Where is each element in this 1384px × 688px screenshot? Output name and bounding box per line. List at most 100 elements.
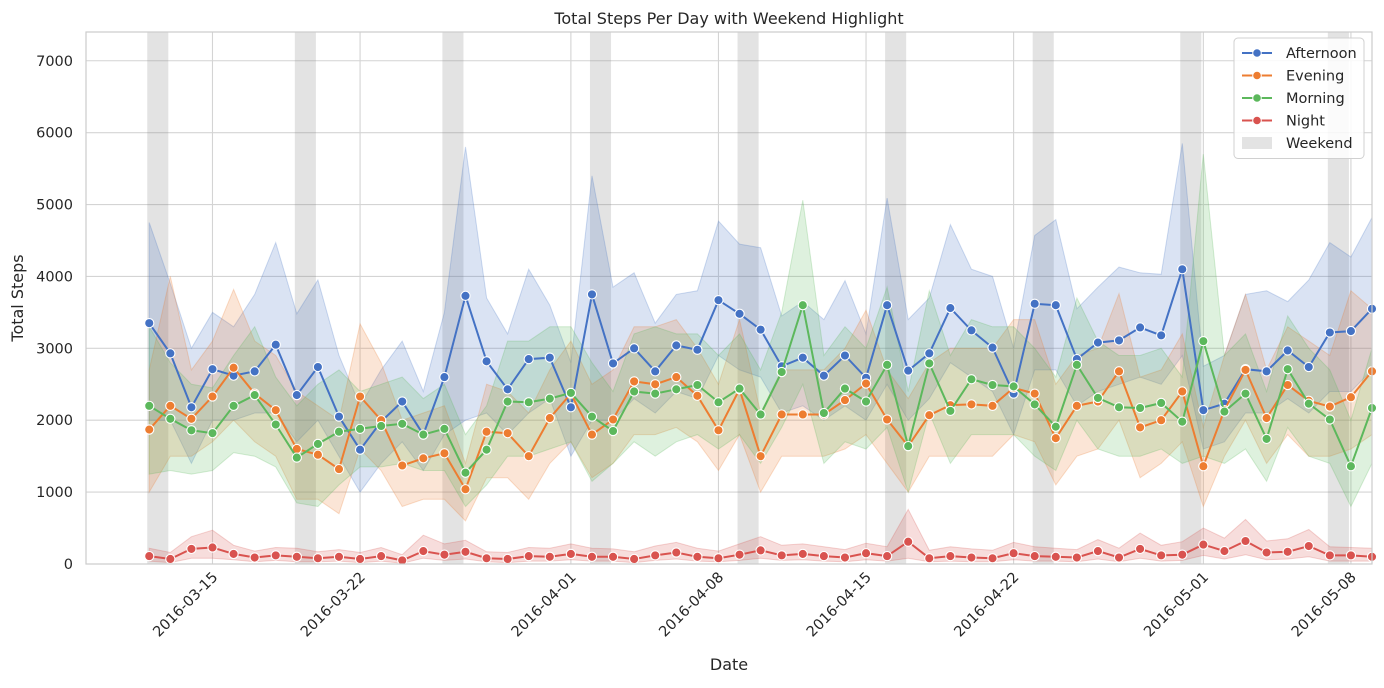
data-point-night bbox=[713, 553, 724, 564]
data-point-afternoon bbox=[1050, 300, 1061, 311]
data-point-night bbox=[144, 550, 155, 562]
weekend-span bbox=[1180, 32, 1202, 564]
data-point-night bbox=[354, 553, 366, 565]
data-point-morning bbox=[755, 409, 766, 420]
data-point-night bbox=[502, 553, 513, 565]
data-point-night bbox=[165, 553, 176, 565]
data-point-afternoon bbox=[734, 308, 745, 319]
data-point-evening bbox=[544, 412, 555, 424]
data-point-afternoon bbox=[1177, 264, 1188, 275]
data-point-afternoon bbox=[144, 318, 155, 329]
legend-box bbox=[1233, 37, 1365, 159]
data-point-afternoon bbox=[713, 295, 724, 306]
data-point-night bbox=[186, 543, 197, 555]
data-point-evening bbox=[1134, 422, 1146, 433]
data-point-evening bbox=[523, 451, 534, 462]
data-point-morning bbox=[1029, 399, 1040, 410]
data-point-morning bbox=[333, 426, 345, 437]
data-point-morning bbox=[270, 419, 281, 430]
data-point-morning bbox=[671, 384, 682, 395]
data-point-night bbox=[565, 548, 577, 560]
y-tick-label: 4000 bbox=[36, 269, 73, 285]
data-point-evening bbox=[797, 409, 808, 420]
line-layer bbox=[144, 264, 1378, 566]
data-point-afternoon bbox=[312, 361, 324, 373]
data-point-morning bbox=[692, 379, 703, 391]
data-point-afternoon bbox=[439, 371, 450, 383]
data-point-night bbox=[839, 552, 851, 563]
legend: Afternoon Evening Morning Night Weekend bbox=[1233, 37, 1365, 159]
data-point-morning bbox=[628, 386, 640, 397]
data-point-afternoon bbox=[397, 396, 408, 407]
data-point-afternoon bbox=[186, 402, 197, 413]
data-point-night bbox=[1092, 545, 1104, 557]
data-point-evening bbox=[692, 390, 703, 401]
data-point-night bbox=[734, 549, 745, 560]
legend-label: Weekend bbox=[1286, 136, 1353, 152]
data-point-afternoon bbox=[839, 350, 851, 361]
data-point-afternoon bbox=[881, 300, 893, 311]
data-point-night bbox=[1219, 545, 1230, 557]
data-point-morning bbox=[1261, 433, 1272, 445]
legend-marker bbox=[1252, 93, 1262, 103]
data-point-night bbox=[397, 555, 408, 566]
data-point-night bbox=[523, 550, 534, 562]
y-tick-label: 5000 bbox=[36, 198, 73, 214]
data-point-evening bbox=[418, 453, 429, 464]
data-point-evening bbox=[1324, 401, 1335, 412]
y-tick-label: 2000 bbox=[36, 413, 73, 429]
data-point-afternoon bbox=[1282, 345, 1293, 356]
data-point-evening bbox=[881, 414, 893, 425]
data-point-afternoon bbox=[987, 342, 998, 353]
data-point-morning bbox=[460, 467, 471, 478]
data-point-night bbox=[333, 551, 345, 562]
data-point-night bbox=[924, 553, 935, 564]
data-point-night bbox=[1177, 549, 1188, 560]
data-point-afternoon bbox=[586, 289, 598, 300]
data-point-night bbox=[291, 551, 302, 562]
weekend-span bbox=[885, 32, 907, 564]
data-point-night bbox=[776, 550, 787, 561]
data-point-morning bbox=[987, 379, 998, 391]
data-point-morning bbox=[1134, 402, 1146, 414]
data-point-afternoon bbox=[607, 358, 619, 369]
data-point-morning bbox=[228, 400, 239, 411]
data-point-night bbox=[903, 536, 914, 547]
data-point-evening bbox=[1261, 412, 1272, 424]
data-point-morning bbox=[418, 429, 429, 440]
data-point-morning bbox=[1219, 406, 1230, 417]
data-point-night bbox=[312, 553, 324, 564]
y-tick-label: 1000 bbox=[36, 485, 73, 501]
data-point-night bbox=[1071, 552, 1083, 563]
data-point-night bbox=[860, 548, 872, 559]
y-tick-label: 6000 bbox=[36, 126, 73, 142]
data-point-morning bbox=[144, 400, 155, 411]
data-point-afternoon bbox=[1092, 337, 1104, 348]
data-point-evening bbox=[713, 425, 724, 436]
y-tick-label: 7000 bbox=[36, 54, 73, 70]
data-point-evening bbox=[207, 391, 218, 402]
data-point-night bbox=[481, 553, 492, 564]
data-point-evening bbox=[628, 376, 640, 387]
legend-label: Afternoon bbox=[1286, 46, 1357, 62]
legend-label: Morning bbox=[1286, 91, 1345, 107]
data-point-afternoon bbox=[291, 389, 302, 401]
data-point-afternoon bbox=[903, 365, 914, 376]
data-point-evening bbox=[1240, 364, 1251, 376]
data-point-evening bbox=[1198, 461, 1209, 472]
data-point-morning bbox=[818, 407, 830, 419]
data-point-evening bbox=[1050, 433, 1061, 444]
data-point-morning bbox=[586, 411, 598, 422]
data-point-evening bbox=[650, 379, 661, 390]
data-point-evening bbox=[839, 394, 851, 406]
data-point-morning bbox=[439, 423, 450, 434]
data-point-evening bbox=[312, 449, 324, 460]
data-point-night bbox=[1261, 547, 1272, 558]
data-point-morning bbox=[1240, 388, 1251, 399]
data-point-morning bbox=[1092, 392, 1104, 404]
data-point-morning bbox=[1113, 402, 1125, 413]
data-point-afternoon bbox=[544, 352, 555, 363]
data-point-afternoon bbox=[1029, 298, 1040, 309]
data-point-evening bbox=[924, 410, 935, 421]
data-point-morning bbox=[1345, 461, 1357, 472]
